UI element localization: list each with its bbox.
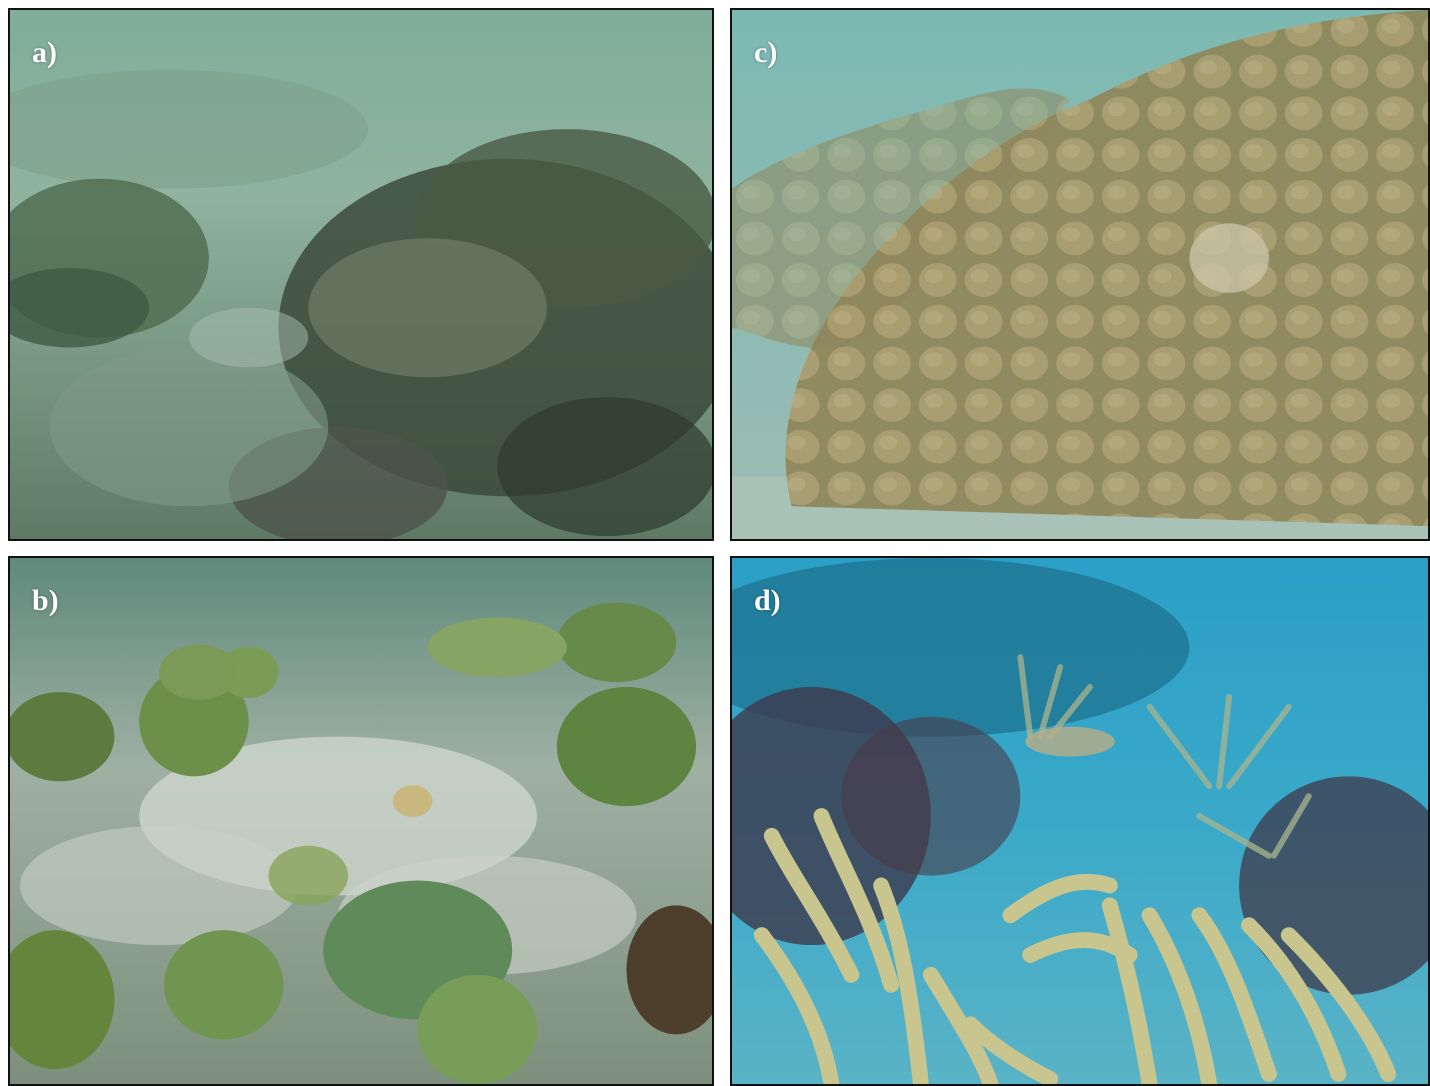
photo-panel-b: b) — [8, 556, 714, 1086]
panel-label-c: c) — [754, 36, 778, 69]
photo-panel-c: c) — [730, 8, 1430, 541]
photo-panel-a: a) — [8, 8, 714, 541]
photo-panel-d: d) — [730, 556, 1430, 1086]
brain-coral-photo — [10, 558, 712, 1084]
massive-coral-photo — [732, 10, 1428, 539]
panel-label-d: d) — [754, 584, 781, 617]
gorgonian-photo — [732, 558, 1428, 1084]
panel-label-b: b) — [32, 584, 59, 617]
reef-rubble-photo — [10, 10, 712, 539]
panel-label-a: a) — [32, 36, 57, 69]
